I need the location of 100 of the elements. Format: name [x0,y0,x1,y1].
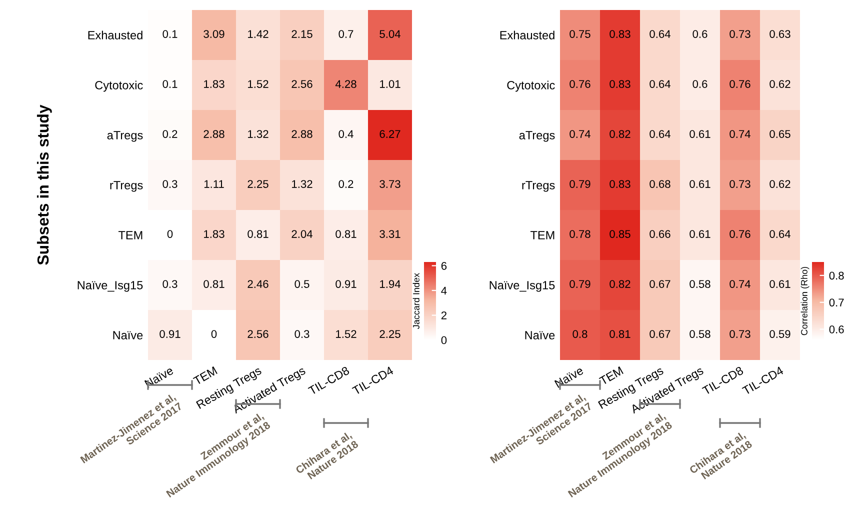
data-label: 0.59 [770,330,790,338]
color-bar-title: Correlation (Rho) [800,266,810,336]
data-label: 0.62 [770,80,790,88]
color-bar-label: 4 [441,286,447,294]
data-label: 0 [167,230,173,238]
data-label: 0.8 [572,330,588,338]
data-label: 0.58 [690,330,710,338]
data-label: 0.58 [690,280,710,288]
data-label: 0.81 [336,230,356,238]
data-label: 0.81 [610,330,630,338]
data-label: 0.67 [650,330,670,338]
data-label: 0.79 [570,180,590,188]
data-label: 0.74 [730,280,750,288]
data-label: 0.65 [770,130,790,138]
data-label: 0.5 [294,280,310,288]
color-bar-label: 0.6 [829,326,844,334]
data-label: 0 [211,330,217,338]
y-tick-label: Naïve_Isg15 [490,281,555,292]
y-tick-label: Cytotoxic [95,80,143,92]
color-bar-label: 6 [441,262,447,270]
data-label: 1.52 [248,80,268,88]
y-tick-label: Exhausted [500,30,554,40]
data-label: 2.04 [292,230,312,238]
color-bar-title: Jaccard Index [412,272,420,329]
data-label: 3.09 [204,30,224,38]
data-label: 0.73 [730,330,750,338]
data-label: 0.79 [570,280,590,288]
data-label: 0.6 [692,80,708,88]
data-label: 0.73 [730,30,750,38]
data-label: 0.68 [650,180,670,188]
data-label: 2.15 [292,30,312,38]
data-label: 0.6 [692,30,708,38]
data-label: 6.27 [380,130,400,138]
data-label: 0.67 [650,280,670,288]
data-label: 1.01 [380,80,400,88]
data-label: 1.42 [248,30,268,38]
data-label: 0.91 [336,280,356,288]
data-label: 0.83 [610,30,630,38]
data-label: 0.76 [730,230,750,238]
color-bar-label: 2 [441,312,446,320]
color-bar-label: 0.8 [829,272,844,280]
data-label: 3.31 [380,230,400,238]
data-label: 0.63 [770,30,790,38]
color-bar-label: 0 [441,336,447,344]
y-tick-label: TEM [530,231,554,240]
data-label: 0.1 [162,30,178,38]
data-label: 1.11 [204,180,224,188]
data-label: 0.62 [770,180,790,188]
data-label: 0.64 [650,130,670,138]
y-tick-label: Naïve [525,331,555,340]
data-label: 0.81 [204,280,224,288]
data-label: 1.83 [204,230,224,238]
y-tick-label: TEM [118,231,142,240]
data-label: 0.1 [162,80,178,88]
data-label: 0.2 [338,180,354,188]
data-label: 0.61 [690,130,710,138]
data-label: 0.7 [338,30,354,38]
data-label: 0.76 [570,80,590,88]
data-label: 0.64 [650,80,670,88]
y-tick-label: aTregs [107,131,143,142]
data-label: 0.82 [610,130,630,138]
data-label: 0.3 [162,280,178,288]
data-label: 0.82 [610,280,630,288]
data-label: 1.83 [204,80,224,88]
data-label: 0.91 [160,330,180,338]
data-label: 0.61 [690,230,710,238]
data-label: 0.61 [770,280,790,288]
data-label: 2.46 [248,280,268,288]
data-label: 0.2 [162,130,178,138]
data-label: 0.85 [610,230,630,238]
data-label: 2.56 [248,330,268,338]
data-label: 2.88 [204,130,224,138]
data-label: 2.88 [292,130,312,138]
data-label: 0.74 [730,130,750,138]
y-tick-label: Naïve_Isg15 [78,281,143,292]
data-label: 0.81 [248,230,268,238]
y-tick-label: rTregs [522,181,555,192]
data-label: 0.66 [650,230,670,238]
data-label: 5.04 [380,30,400,38]
data-label: 2.25 [380,330,400,338]
x-tick-label: Naïve [554,366,584,388]
data-label: 0.76 [730,80,750,88]
data-label: 0.73 [730,180,750,188]
data-label: 0.64 [770,230,790,238]
data-label: 0.61 [690,180,710,188]
y-axis-title: Subsets in this study [36,104,52,265]
data-label: 0.3 [294,330,310,338]
data-label: 0.64 [650,30,670,38]
data-label: 0.4 [338,130,354,138]
data-label: 2.25 [248,180,268,188]
data-label: 0.74 [570,130,590,138]
data-label: 0.78 [570,230,590,238]
data-label: 3.73 [380,180,400,188]
data-label: 0.83 [610,180,630,188]
data-label: 1.94 [380,280,400,288]
data-label: 2.56 [292,80,312,88]
y-tick-label: Exhausted [88,30,142,40]
color-bar-label: 0.7 [829,298,844,306]
data-label: 0.75 [570,30,590,38]
y-tick-label: aTregs [519,131,555,142]
